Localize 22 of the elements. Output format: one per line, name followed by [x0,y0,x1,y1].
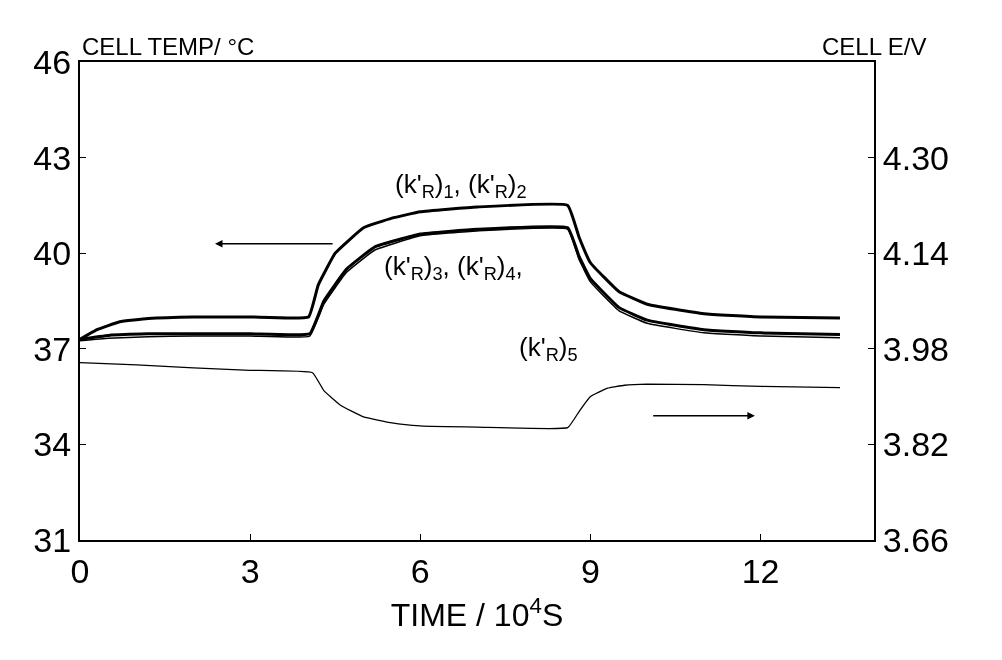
y-tick-label: 34 [33,425,72,464]
annotation: (k'$_{R}$)$_{5}$ [519,332,578,366]
y2-tick-label: 3.66 [882,520,949,559]
y-tick-label: 40 [33,234,72,273]
y-tick-label: 43 [33,138,72,177]
y2-tick-label: 3.82 [882,425,949,464]
y2-axis-title: CELL E/V [822,33,927,60]
y2-tick-label: 3.98 [882,329,949,368]
y-tick-label: 31 [33,520,72,559]
x-axis-title: TIME / 10$^{4}$S [390,592,564,634]
x-tick-label: 3 [240,551,260,590]
y-tick-label: 46 [33,42,72,81]
x-tick-label: 12 [741,551,780,590]
x-tick-label: 6 [410,551,430,590]
y2-tick-label: 4.14 [882,234,949,273]
y-tick-label: 37 [33,329,72,368]
y2-tick-label: 4.30 [882,138,949,177]
x-tick-label: 0 [70,551,90,590]
annotation: (k'$_{R}$)$_{1}$, (k'$_{R}$)$_{2}$ [395,169,527,203]
y-axis-title: CELL TEMP/ °C [82,33,255,60]
x-tick-label: 9 [580,551,600,590]
text: (k'$_{R}$)$_{3}$, (k'$_{R}$)$_{4}$, [384,251,523,285]
